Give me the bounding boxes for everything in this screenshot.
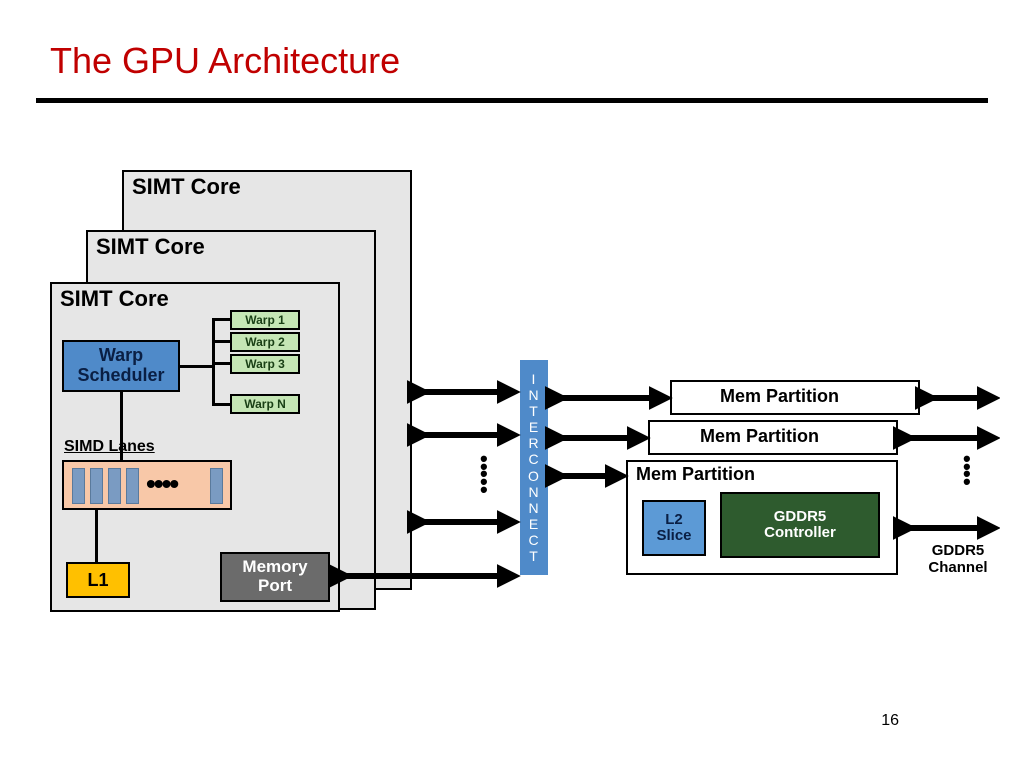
interconnect-letter: C	[522, 532, 546, 548]
gddr5-line2: Controller	[722, 525, 878, 542]
warp-1-box: Warp 1	[230, 310, 300, 330]
scheduler-branch-2	[212, 340, 230, 343]
vdots-left: •••••	[480, 455, 488, 493]
simd-lane-bar	[72, 468, 85, 504]
l1-cache-box: L1	[66, 562, 130, 598]
l1-label: L1	[87, 570, 108, 591]
page-number: 16	[881, 712, 899, 730]
gddr5-line1: GDDR5	[722, 509, 878, 526]
simt-core-label-mid: SIMT Core	[96, 234, 205, 260]
interconnect-letter: T	[522, 403, 546, 419]
interconnect-letter: T	[522, 548, 546, 564]
warp-scheduler-line1: Warp	[64, 346, 178, 366]
interconnect-letter: E	[522, 419, 546, 435]
simd-lane-ellipsis: ••••	[146, 468, 177, 500]
warp-scheduler-box: Warp Scheduler	[62, 340, 180, 392]
interconnect-letter: O	[522, 468, 546, 484]
interconnect-letter: N	[522, 387, 546, 403]
simd-lane-bar	[90, 468, 103, 504]
warp-n-box: Warp N	[230, 394, 300, 414]
interconnect-letter: R	[522, 435, 546, 451]
vdots-right: ••••	[963, 455, 971, 486]
interconnect-letter: N	[522, 484, 546, 500]
warp-3-box: Warp 3	[230, 354, 300, 374]
l2-slice-line2: Slice	[644, 528, 704, 545]
slide-title: The GPU Architecture	[50, 40, 400, 82]
gpu-architecture-diagram: SIMT Core SIMT Core SIMT Core Warp Sched…	[30, 170, 1000, 630]
interconnect-letter: C	[522, 451, 546, 467]
simd-lane-bar	[210, 468, 223, 504]
simd-lanes-label: SIMD Lanes	[64, 438, 155, 456]
interconnect-letter: N	[522, 500, 546, 516]
simd-to-l1-v	[95, 510, 98, 562]
warp-2-box: Warp 2	[230, 332, 300, 352]
memory-port-line2: Port	[222, 577, 328, 596]
interconnect-letter: I	[522, 371, 546, 387]
simd-lanes-box: ••••	[62, 460, 232, 510]
gddr5-controller-box: GDDR5 Controller	[720, 492, 880, 558]
simt-core-label-back: SIMT Core	[132, 174, 241, 200]
warp-scheduler-line2: Scheduler	[64, 366, 178, 386]
mem-partition-label-back: Mem Partition	[720, 386, 839, 407]
simt-core-label-front: SIMT Core	[60, 286, 169, 312]
l2-slice-box: L2 Slice	[642, 500, 706, 556]
interconnect-letter: E	[522, 516, 546, 532]
l2-slice-line1: L2	[644, 512, 704, 529]
scheduler-trunk-h	[180, 365, 212, 368]
gddr5-channel-label: GDDR5 Channel	[918, 542, 998, 577]
simd-lane-bar	[126, 468, 139, 504]
interconnect-box: I N T E R C O N N E C T	[520, 360, 548, 575]
gddr5-channel-line2: Channel	[928, 559, 987, 576]
memory-port-line1: Memory	[222, 558, 328, 577]
scheduler-branch-1	[212, 318, 230, 321]
scheduler-branch-n	[212, 403, 230, 406]
mem-partition-label-front: Mem Partition	[636, 464, 755, 485]
gddr5-channel-line1: GDDR5	[932, 542, 985, 559]
simd-lane-bar	[108, 468, 121, 504]
memory-port-box: Memory Port	[220, 552, 330, 602]
slide: The GPU Architecture 16 SIMT Core SIMT C…	[0, 0, 1024, 768]
horizontal-rule	[36, 98, 988, 103]
scheduler-branch-3	[212, 362, 230, 365]
mem-partition-label-mid: Mem Partition	[700, 426, 819, 447]
